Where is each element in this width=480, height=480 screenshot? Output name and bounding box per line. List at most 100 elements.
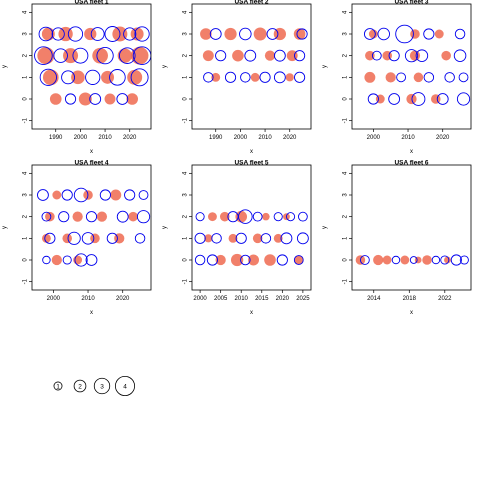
y-tick-label: 2	[23, 214, 29, 218]
data-point	[118, 47, 136, 64]
data-point	[53, 48, 68, 63]
data-point	[208, 212, 217, 222]
plot-frame	[351, 3, 472, 130]
y-axis-label: y	[2, 226, 8, 229]
x-tick-label: 1990	[49, 135, 63, 141]
data-point	[406, 93, 417, 105]
y-tick-label: 4	[23, 171, 29, 175]
data-point	[400, 255, 410, 265]
data-point	[64, 93, 77, 105]
data-point	[444, 72, 455, 83]
chart-panel-4: USA fleet 4 2000 2010 2020 -1 0 1 2 3 4 x y	[2, 160, 152, 316]
data-point	[434, 29, 444, 39]
data-point	[72, 211, 83, 222]
y-tick-label: 0	[343, 258, 349, 262]
chart-title: USA fleet 4	[74, 160, 108, 167]
data-point	[81, 232, 95, 245]
data-point	[391, 255, 401, 265]
data-point	[396, 72, 406, 83]
marks	[200, 27, 308, 84]
y-tick-label: 2	[183, 214, 189, 218]
x-tick-label: 2010	[81, 296, 95, 302]
data-point	[459, 255, 469, 265]
y-tick-label: -1	[183, 278, 189, 284]
y-tick-label: 1	[183, 75, 189, 79]
data-point	[259, 71, 271, 83]
data-point	[293, 255, 304, 265]
data-point	[382, 255, 392, 265]
data-point	[37, 47, 55, 65]
data-point	[106, 232, 118, 244]
y-tick-label: 4	[343, 171, 349, 175]
data-point	[239, 27, 252, 41]
plot-frame	[31, 164, 152, 291]
data-point	[453, 49, 467, 62]
y-axis-label: y	[162, 226, 168, 229]
data-point	[194, 254, 206, 266]
marks	[363, 24, 471, 106]
data-point	[101, 70, 115, 84]
chart-panel-1: USA fleet 1 1990 2000 2010 2020 -1 0 1 2 3 4 x y	[2, 0, 152, 155]
data-point	[454, 28, 466, 40]
chart-title: USA fleet 6	[394, 160, 428, 167]
data-point	[235, 210, 248, 223]
data-point	[262, 212, 270, 221]
legend-label: 4	[123, 384, 127, 391]
y-tick-label: -1	[183, 117, 189, 123]
y-tick-label: 3	[183, 193, 189, 197]
y-tick-label: 2	[23, 53, 29, 57]
data-point	[194, 232, 206, 244]
x-tick-label: 2020	[436, 135, 450, 141]
data-point	[85, 69, 101, 85]
x-axis-label: x	[90, 149, 93, 155]
data-point	[409, 50, 421, 61]
data-point	[96, 211, 108, 222]
x-tick-label: 2014	[367, 296, 381, 302]
chart-title: USA fleet 3	[394, 0, 428, 6]
data-point	[109, 69, 126, 86]
data-point	[41, 233, 51, 243]
data-point	[42, 69, 59, 86]
x-tick-label: 2010	[98, 135, 112, 141]
data-point	[128, 211, 138, 222]
data-point	[280, 232, 293, 245]
data-point	[130, 27, 144, 41]
marks	[355, 254, 469, 266]
data-point	[85, 211, 98, 223]
y-axis-label: y	[322, 226, 328, 229]
data-point	[411, 92, 426, 106]
data-point	[363, 28, 376, 40]
data-point	[377, 27, 391, 41]
data-point	[260, 233, 272, 244]
data-point	[367, 93, 379, 105]
chart-title: USA fleet 2	[234, 0, 268, 6]
data-point	[252, 211, 263, 222]
data-point	[62, 233, 72, 244]
data-point	[61, 70, 75, 85]
data-point	[136, 210, 151, 224]
data-point	[415, 49, 429, 62]
y-tick-label: 3	[343, 32, 349, 36]
data-point	[365, 50, 375, 61]
data-point	[431, 255, 441, 265]
data-point	[248, 254, 260, 266]
y-tick-label: 3	[23, 193, 29, 197]
y-axis-label: y	[322, 65, 328, 68]
size-legend: 1 2 3 4	[53, 375, 136, 396]
x-tick-label: 2005	[214, 296, 228, 302]
data-point	[123, 27, 137, 41]
x-tick-label: 2000	[47, 296, 61, 302]
y-axis-label: y	[162, 65, 168, 68]
data-point	[371, 50, 382, 61]
y-tick-label: 3	[23, 32, 29, 36]
data-point	[78, 92, 92, 106]
data-point	[296, 232, 309, 245]
data-point	[96, 47, 114, 65]
data-point	[219, 211, 230, 222]
data-point	[37, 189, 49, 201]
data-point	[39, 68, 57, 86]
data-point	[436, 93, 449, 105]
y-tick-label: 0	[23, 258, 29, 262]
chart-title: USA fleet 1	[74, 0, 108, 6]
legend-circle	[93, 377, 111, 395]
